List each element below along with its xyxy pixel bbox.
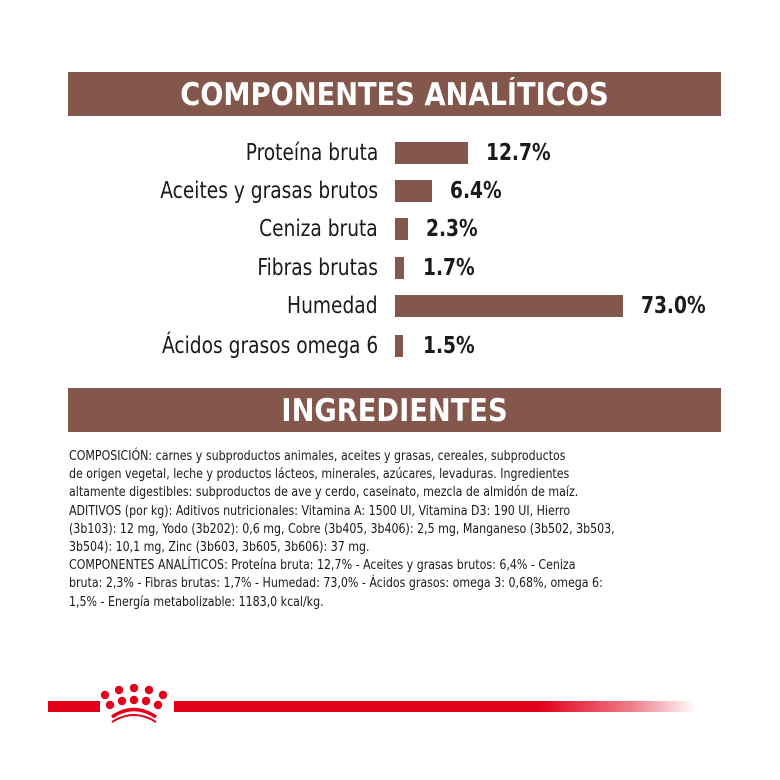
ingredients-line: 3b504): 10,1 mg, Zinc (3b603, 3b605, 3b6… bbox=[69, 540, 370, 556]
chart-row: Proteína bruta 12.7% bbox=[0, 138, 780, 176]
royal-canin-crown-icon bbox=[100, 684, 168, 723]
chart-row: Ácidos grasos omega 6 1.5% bbox=[0, 331, 780, 369]
ingredients-title: INGREDIENTES bbox=[281, 393, 508, 429]
brand-line-right bbox=[174, 701, 696, 712]
row-bar bbox=[395, 257, 404, 279]
row-value: 12.7% bbox=[486, 140, 551, 166]
ingredients-text: COMPOSICIÓN: carnes y subproductos anima… bbox=[69, 448, 729, 612]
row-label: Ácidos grasos omega 6 bbox=[161, 333, 378, 359]
row-value: 6.4% bbox=[450, 178, 502, 204]
ingredients-line: de origen vegetal, leche y productos lác… bbox=[69, 467, 570, 483]
ingredients-line: (3b103): 12 mg, Yodo (3b202): 0,6 mg, Co… bbox=[69, 521, 615, 537]
ingredients-line: 1,5% - Energía metabolizable: 1183,0 kca… bbox=[69, 594, 324, 610]
chart-row: Ceniza bruta 2.3% bbox=[0, 214, 780, 252]
row-bar bbox=[395, 218, 408, 240]
row-value: 1.7% bbox=[423, 255, 475, 281]
row-bar bbox=[395, 180, 432, 202]
row-value: 73.0% bbox=[641, 293, 706, 319]
analytics-banner: COMPONENTES ANALÍTICOS bbox=[68, 72, 721, 116]
row-label: Aceites y grasas brutos bbox=[160, 178, 378, 204]
brand-line-left bbox=[48, 701, 100, 712]
row-value: 1.5% bbox=[423, 333, 475, 359]
analytics-title: COMPONENTES ANALÍTICOS bbox=[180, 77, 609, 113]
ingredients-line: ADITIVOS (por kg): Aditivos nutricionale… bbox=[69, 503, 571, 519]
chart-row: Fibras brutas 1.7% bbox=[0, 253, 780, 291]
row-label: Ceniza bruta bbox=[259, 216, 378, 242]
row-value: 2.3% bbox=[426, 216, 478, 242]
chart-row: Humedad 73.0% bbox=[0, 291, 780, 329]
row-bar bbox=[395, 335, 403, 357]
ingredients-line: altamente digestibles: subproductos de a… bbox=[69, 485, 579, 501]
ingredients-line: COMPONENTES ANALÍTICOS: Proteína bruta: … bbox=[69, 558, 576, 574]
row-bar bbox=[395, 142, 468, 164]
row-label: Humedad bbox=[287, 293, 378, 319]
ingredients-line: COMPOSICIÓN: carnes y subproductos anima… bbox=[69, 449, 566, 464]
ingredients-banner: INGREDIENTES bbox=[68, 388, 721, 432]
row-label: Fibras brutas bbox=[257, 255, 378, 281]
chart-row: Aceites y grasas brutos 6.4% bbox=[0, 176, 780, 214]
row-bar bbox=[395, 295, 623, 317]
row-label: Proteína bruta bbox=[245, 140, 378, 166]
ingredients-line: bruta: 2,3% - Fibras brutas: 1,7% - Hume… bbox=[69, 576, 603, 592]
